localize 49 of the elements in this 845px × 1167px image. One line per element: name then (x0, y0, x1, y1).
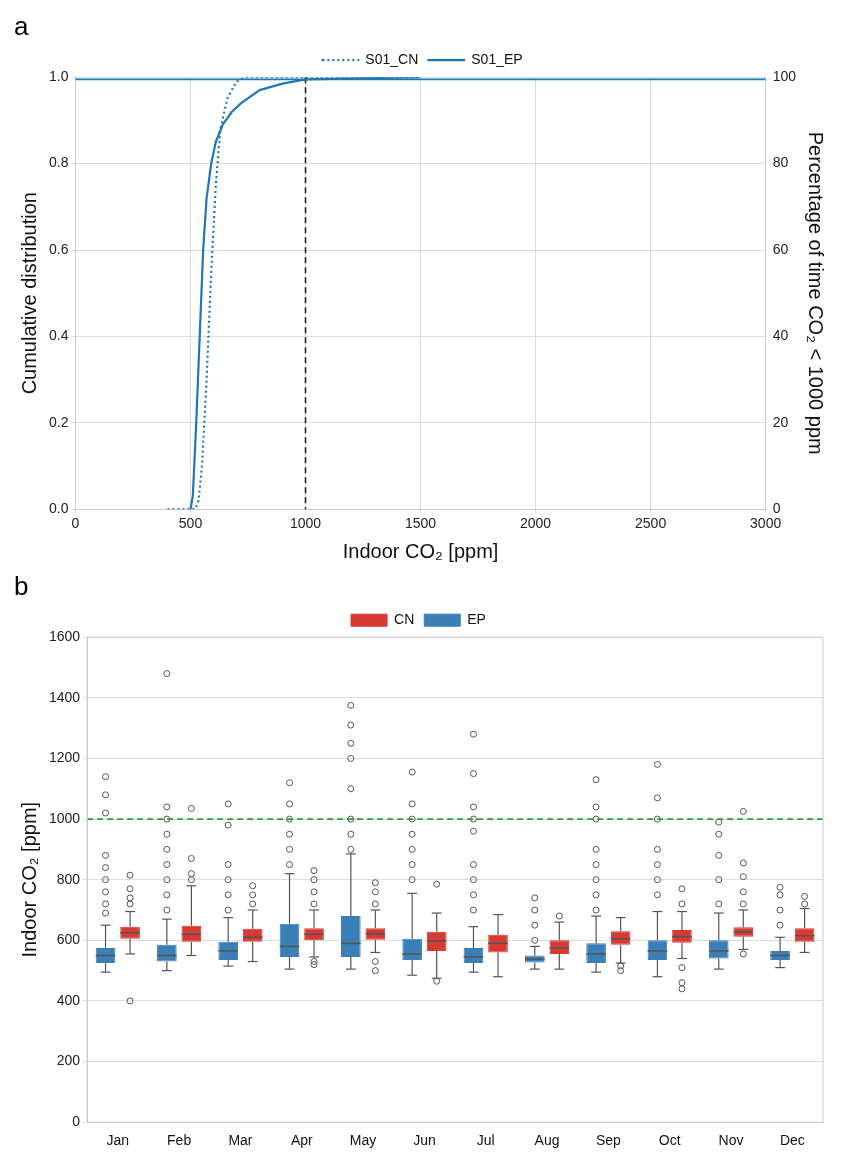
y-tick-label: 1400 (48, 688, 81, 705)
x-tick-label: Aug (534, 1132, 560, 1149)
y-tick-label: 1200 (48, 749, 81, 766)
x-tick-label: 3000 (750, 515, 782, 532)
y2-axis-title: Percentage of time CO₂ < 1000 ppm (805, 131, 828, 455)
y2-tick-label: 0 (772, 500, 781, 517)
x-tick-label: Nov (718, 1132, 744, 1149)
chart-title: a (14, 10, 29, 41)
y-axis-title: Indoor CO₂ [ppm] (17, 801, 40, 958)
chart-title: b (14, 570, 29, 601)
x-tick-label: Feb (167, 1132, 192, 1149)
x-tick-label: Jan (106, 1132, 130, 1149)
x-tick-label: 2000 (520, 515, 552, 532)
x-tick-label: 1000 (289, 515, 322, 532)
x-tick-label: 2500 (635, 515, 667, 532)
y-tick-label: 0.2 (48, 413, 69, 430)
y2-tick-label: 80 (772, 154, 789, 171)
y-tick-label: 200 (56, 1052, 81, 1069)
x-tick-label: Oct (658, 1132, 681, 1149)
y-tick-label: 0.0 (48, 500, 69, 517)
y-tick-label: 1000 (48, 809, 81, 826)
legend-label: S01_CN (365, 51, 419, 68)
y-tick-label: 0.4 (48, 327, 69, 344)
y-tick-label: 1600 (48, 628, 81, 645)
y2-tick-label: 40 (772, 327, 789, 344)
y-tick-label: 600 (56, 931, 81, 948)
y-tick-label: 1.0 (48, 68, 69, 85)
x-tick-label: 500 (178, 515, 203, 532)
x-tick-label: Jun (413, 1132, 436, 1149)
y2-tick-label: 20 (772, 413, 789, 430)
y2-tick-label: 100 (772, 68, 797, 85)
legend-label: S01_EP (471, 51, 523, 68)
legend-label: CN (394, 611, 415, 628)
y-tick-label: 0 (72, 1113, 81, 1130)
x-tick-label: Mar (228, 1132, 253, 1149)
y2-tick-label: 60 (772, 240, 789, 257)
y-tick-label: 800 (56, 870, 81, 887)
x-tick-label: Dec (779, 1132, 805, 1149)
x-axis-title: Indoor CO₂ [ppm] (342, 539, 499, 562)
y-tick-label: 0.6 (48, 240, 69, 257)
x-tick-label: 1500 (404, 515, 437, 532)
x-tick-label: May (349, 1132, 377, 1149)
legend-label: EP (467, 611, 486, 628)
y-axis-title: Cumulative distribution (17, 192, 40, 395)
x-tick-label: Jul (476, 1132, 495, 1149)
y-tick-label: 0.8 (48, 154, 69, 171)
x-tick-label: Apr (290, 1132, 313, 1149)
x-tick-label: Sep (595, 1132, 622, 1149)
y-tick-label: 400 (56, 991, 81, 1008)
